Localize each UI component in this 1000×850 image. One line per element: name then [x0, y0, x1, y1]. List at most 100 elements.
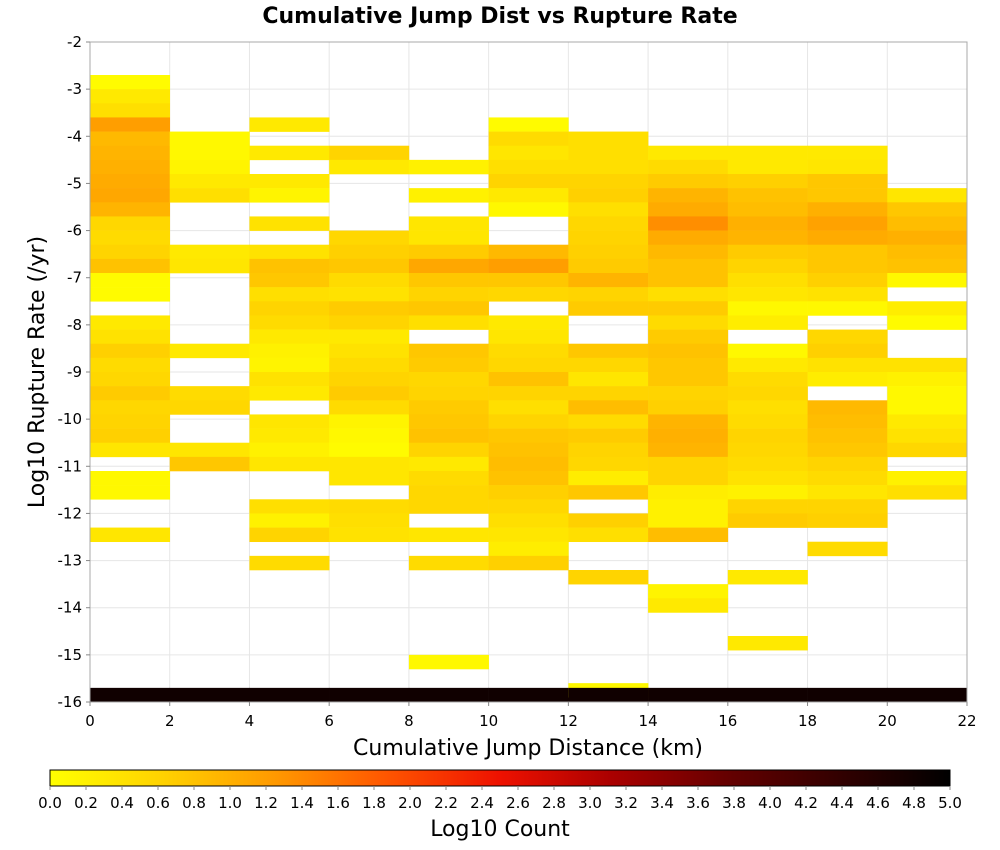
heatmap-cell — [90, 216, 171, 231]
heatmap-cell — [90, 414, 171, 429]
x-axis-ticks: 0 2 4 6 8 10 12 14 16 18 20 22 — [85, 702, 977, 730]
heatmap-cell — [807, 456, 888, 472]
x-tick-label: 20 — [878, 712, 897, 730]
heatmap-cell — [887, 442, 968, 458]
heatmap-cell — [488, 386, 569, 401]
heatmap-cell — [807, 357, 888, 373]
heatmap-cell — [90, 687, 171, 703]
chart-title: Cumulative Jump Dist vs Rupture Rate — [262, 4, 737, 29]
heatmap-cell — [249, 456, 330, 472]
heatmap-cell — [329, 258, 410, 274]
heatmap-cell — [807, 687, 888, 703]
heatmap-cell — [408, 555, 489, 571]
heatmap-cell — [568, 357, 649, 373]
heatmap-cell — [727, 513, 808, 528]
colorbar-tick-label: 3.4 — [650, 794, 674, 812]
heatmap-cell — [727, 372, 808, 387]
heatmap-cell — [568, 301, 649, 316]
heatmap-cell — [90, 202, 171, 217]
heatmap-cell — [807, 287, 888, 302]
heatmap-cell — [488, 499, 569, 514]
heatmap-cell — [169, 131, 250, 147]
heatmap-cell — [648, 372, 729, 387]
heatmap-cell — [249, 386, 330, 401]
colorbar-tick-label: 4.2 — [794, 794, 818, 812]
heatmap-cell — [329, 315, 410, 330]
x-tick-label: 16 — [718, 712, 737, 730]
heatmap-cell — [90, 273, 171, 288]
heatmap-cell — [887, 414, 968, 429]
heatmap-cell — [249, 117, 330, 132]
heatmap-cell — [648, 485, 729, 500]
heatmap-cell — [488, 145, 569, 161]
x-tick-label: 8 — [404, 712, 414, 730]
heatmap-cell — [249, 687, 330, 703]
heatmap-cell — [488, 159, 569, 175]
heatmap-cell — [408, 414, 489, 429]
heatmap-cell — [488, 343, 569, 359]
heatmap-cell — [408, 216, 489, 231]
heatmap-cell — [648, 315, 729, 330]
heatmap-cell — [488, 485, 569, 500]
heatmap-cell — [488, 357, 569, 373]
heatmap-cell — [488, 555, 569, 571]
heatmap-cell — [169, 258, 250, 274]
x-tick-label: 4 — [245, 712, 255, 730]
heatmap-cell — [807, 372, 888, 387]
y-tick-label: -4 — [67, 127, 82, 145]
heatmap-cell — [488, 414, 569, 429]
x-tick-label: 6 — [324, 712, 334, 730]
heatmap-cell — [90, 386, 171, 401]
heatmap-cell — [249, 555, 330, 571]
heatmap-cell — [169, 244, 250, 260]
y-tick-label: -3 — [67, 80, 82, 98]
heatmap-cell — [807, 499, 888, 514]
colorbar-tick-label: 0.8 — [182, 794, 206, 812]
heatmap-cell — [329, 145, 410, 161]
heatmap-cell — [648, 216, 729, 231]
heatmap-cell — [488, 428, 569, 444]
colorbar-tick-label: 3.2 — [614, 794, 638, 812]
colorbar — [49, 769, 951, 787]
heatmap-cell — [488, 513, 569, 528]
heatmap-cell — [249, 174, 330, 189]
heatmap-cell — [568, 372, 649, 387]
heatmap-cell — [568, 287, 649, 302]
heatmap-cell — [568, 471, 649, 486]
heatmap-cell — [807, 273, 888, 288]
heatmap-cell — [727, 301, 808, 316]
heatmap-cell — [727, 400, 808, 415]
heatmap-cell — [887, 188, 968, 203]
heatmap-cell — [488, 117, 569, 132]
heatmap-cell — [727, 414, 808, 429]
heatmap-cell — [249, 301, 330, 316]
heatmap-cell — [648, 400, 729, 415]
heatmap-cell — [727, 428, 808, 444]
heatmap-cell — [648, 174, 729, 189]
heatmap-cell — [568, 527, 649, 543]
heatmap-cell — [329, 414, 410, 429]
heatmap-cell — [169, 174, 250, 189]
heatmap-cell — [169, 456, 250, 472]
x-tick-label: 0 — [85, 712, 95, 730]
colorbar-tick-label: 0.4 — [110, 794, 134, 812]
heatmap-cell — [329, 442, 410, 458]
heatmap-cell — [568, 513, 649, 528]
heatmap-cell — [648, 442, 729, 458]
heatmap-cell — [488, 188, 569, 203]
heatmap-cell — [329, 400, 410, 415]
heatmap-cell — [329, 244, 410, 260]
y-axis-label: Log10 Rupture Rate (/yr) — [25, 236, 50, 508]
heatmap-cell — [169, 400, 250, 415]
y-tick-label: -11 — [58, 457, 83, 475]
heatmap-cell — [568, 414, 649, 429]
heatmap-cell — [488, 329, 569, 345]
heatmap-cell — [408, 343, 489, 359]
heatmap-cell — [408, 357, 489, 373]
colorbar-tick-label: 1.6 — [326, 794, 350, 812]
heatmap-cell — [249, 145, 330, 161]
heatmap-cell — [887, 687, 968, 703]
heatmap-cell — [90, 428, 171, 444]
heatmap-cell — [727, 570, 808, 585]
heatmap-cell — [249, 527, 330, 543]
